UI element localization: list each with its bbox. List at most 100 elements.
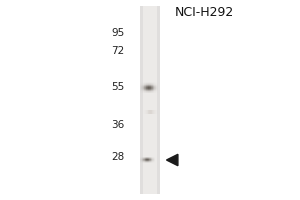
Bar — [148, 110, 149, 114]
Bar — [145, 83, 146, 84]
Bar — [155, 89, 156, 90]
Bar — [143, 88, 144, 89]
Bar — [146, 158, 147, 159]
Bar — [152, 91, 153, 92]
Bar — [157, 85, 158, 86]
Bar — [148, 90, 149, 91]
Bar — [151, 110, 152, 114]
Bar — [146, 92, 147, 93]
Bar — [141, 90, 142, 91]
Bar — [144, 162, 145, 163]
Bar — [155, 91, 156, 92]
Bar — [149, 87, 150, 88]
Bar — [143, 87, 144, 88]
Bar — [151, 159, 152, 160]
Bar — [147, 89, 148, 90]
Bar — [155, 88, 156, 89]
Bar — [145, 88, 146, 89]
Bar — [144, 83, 145, 84]
Bar — [141, 162, 142, 163]
Bar — [145, 162, 146, 163]
Bar — [146, 89, 147, 90]
Bar — [148, 88, 149, 89]
Bar — [152, 82, 153, 83]
Bar — [151, 85, 152, 86]
Bar — [153, 157, 154, 158]
Bar — [141, 83, 142, 84]
Bar — [146, 160, 147, 161]
Bar — [153, 86, 154, 87]
Bar — [149, 92, 150, 93]
Bar — [155, 92, 156, 93]
Bar — [144, 110, 145, 114]
Bar — [147, 82, 148, 83]
Bar — [147, 110, 148, 114]
Bar — [150, 85, 151, 86]
Bar — [152, 161, 153, 162]
Bar — [147, 86, 148, 87]
Bar — [151, 92, 152, 93]
Text: 95: 95 — [111, 28, 124, 38]
Bar — [143, 90, 144, 91]
Bar — [154, 110, 155, 114]
Text: 28: 28 — [111, 152, 124, 162]
Bar — [140, 158, 141, 159]
Bar — [156, 83, 157, 84]
Bar — [142, 84, 143, 85]
Bar — [141, 161, 142, 162]
Bar — [150, 84, 151, 85]
Bar — [143, 110, 144, 114]
Bar — [154, 160, 155, 161]
Bar — [153, 158, 154, 159]
Bar — [150, 86, 151, 87]
Bar — [146, 85, 147, 86]
Bar — [148, 83, 149, 84]
Bar — [156, 90, 157, 91]
Bar — [140, 90, 141, 91]
Bar — [142, 89, 143, 90]
Text: NCI-H292: NCI-H292 — [174, 6, 234, 19]
Bar — [154, 85, 155, 86]
Bar — [151, 158, 152, 159]
Bar — [143, 157, 144, 158]
Bar — [144, 84, 145, 85]
Bar — [153, 82, 154, 83]
Bar — [140, 162, 141, 163]
Bar — [148, 162, 149, 163]
Bar — [152, 88, 153, 89]
Bar — [157, 91, 158, 92]
Bar — [150, 87, 151, 88]
Bar — [147, 158, 148, 159]
Bar — [140, 157, 141, 158]
Bar — [151, 86, 152, 87]
Bar — [141, 82, 142, 83]
Bar — [147, 84, 148, 85]
Bar — [149, 91, 150, 92]
Bar — [150, 110, 151, 114]
Bar — [153, 162, 154, 163]
Bar — [149, 162, 150, 163]
Bar — [141, 89, 142, 90]
Bar — [155, 83, 156, 84]
Bar — [152, 92, 153, 93]
Bar — [147, 160, 148, 161]
Bar — [143, 6, 157, 194]
Bar — [147, 157, 148, 158]
Bar — [142, 91, 143, 92]
Bar — [144, 90, 145, 91]
Bar — [142, 85, 143, 86]
Bar — [152, 90, 153, 91]
Bar — [155, 87, 156, 88]
Bar — [155, 110, 156, 114]
Bar — [147, 161, 148, 162]
Bar — [142, 86, 143, 87]
Bar — [142, 162, 143, 163]
Bar — [145, 110, 146, 114]
Bar — [148, 89, 149, 90]
Bar — [157, 90, 158, 91]
Bar — [146, 159, 147, 160]
Bar — [147, 85, 148, 86]
Bar — [143, 159, 144, 160]
Bar — [150, 157, 151, 158]
Bar — [141, 160, 142, 161]
